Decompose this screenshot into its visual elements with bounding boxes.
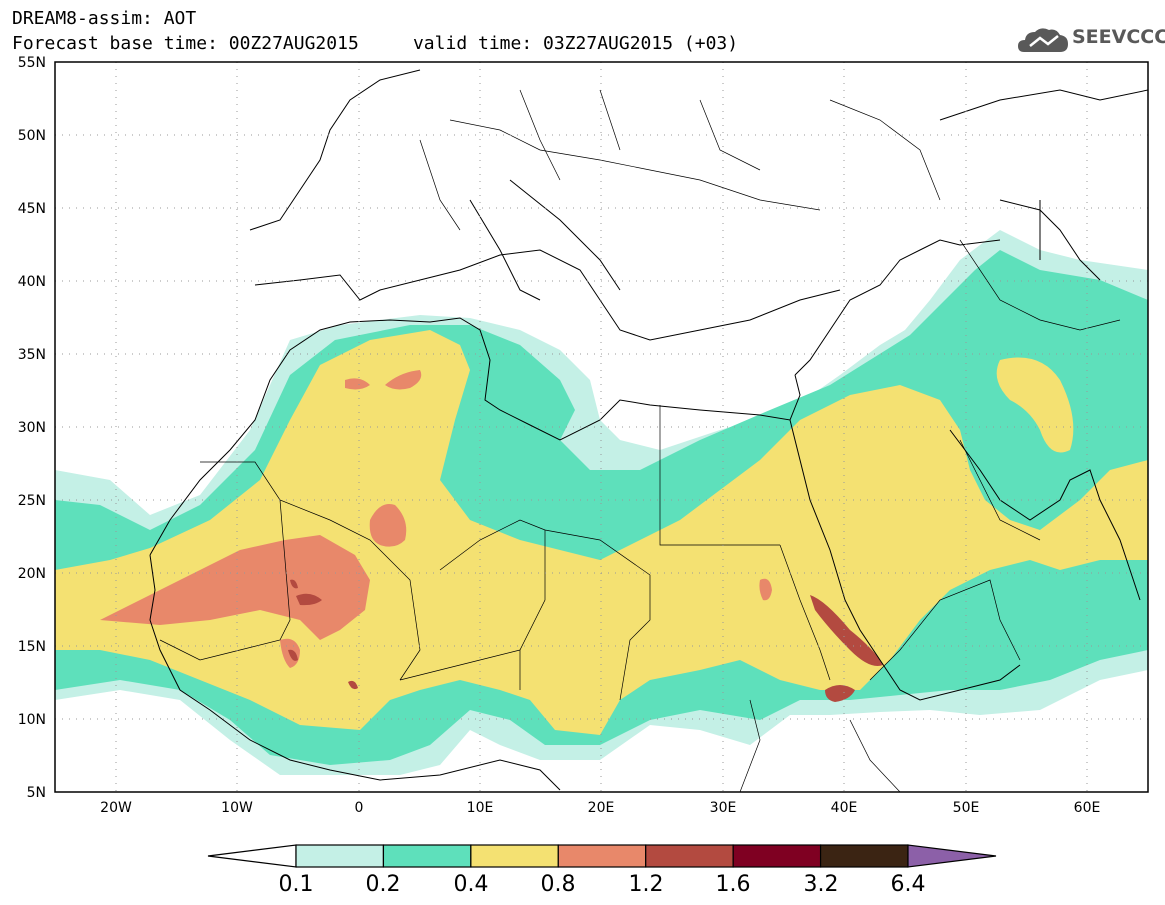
colorbar-box <box>557 844 647 868</box>
aot-band-0.8-d <box>759 578 772 601</box>
borders <box>159 89 1121 792</box>
colorbar-label: 3.2 <box>804 872 839 897</box>
colorbar-box <box>470 844 559 868</box>
colorbar: 0.1 0.2 0.4 0.8 1.2 1.6 3.2 6.4 <box>207 844 997 897</box>
colorbar-max-arrow <box>907 844 997 868</box>
lat-tick: 25N <box>18 493 46 509</box>
colorbar-label: 0.2 <box>366 872 401 897</box>
lon-tick: 30E <box>710 800 737 816</box>
lat-tick: 5N <box>27 785 46 801</box>
aot-band-1.2-c <box>288 579 322 661</box>
colorbar-label: 0.8 <box>541 872 576 897</box>
map-title: DREAM8-assim: AOT <box>12 8 197 29</box>
aot-band-0.8 <box>100 535 370 640</box>
lon-tick: 20W <box>100 800 132 816</box>
lon-tick: 40E <box>831 800 858 816</box>
aot-band-1.2-d <box>348 680 358 690</box>
aot-contours <box>55 62 1148 792</box>
lat-tick: 40N <box>18 274 46 290</box>
lat-tick: 45N <box>18 201 46 217</box>
lon-axis: 20W 10W 0 10E 20E 30E 40E 50E 60E <box>100 800 1100 816</box>
logo-text: SEEVCCC <box>1072 26 1165 48</box>
colorbar-label: 0.1 <box>279 872 314 897</box>
lon-tick: 50E <box>953 800 980 816</box>
lon-tick: 10E <box>467 800 494 816</box>
colorbar-box <box>295 844 385 868</box>
lat-tick: 35N <box>18 347 46 363</box>
graticule <box>55 62 1148 792</box>
lat-axis: 55N 50N 45N 40N 35N 30N 25N 20N 15N 10N … <box>18 55 46 801</box>
colorbar-min-arrow <box>207 844 297 868</box>
cloud-icon <box>1018 28 1068 52</box>
aot-band-0.4-east <box>996 357 1074 453</box>
lat-tick: 30N <box>18 420 46 436</box>
colorbar-label: 1.2 <box>629 872 664 897</box>
aot-band-0.8-c <box>345 370 422 390</box>
forecast-times: Forecast base time: 00Z27AUG2015 valid t… <box>12 33 739 54</box>
colorbar-label: 1.6 <box>716 872 751 897</box>
lon-tick: 60E <box>1074 800 1101 816</box>
colorbar-label: 0.4 <box>454 872 489 897</box>
lon-tick: 20E <box>588 800 615 816</box>
aot-band-0.8-b <box>369 504 407 547</box>
coastlines <box>149 69 1148 791</box>
aot-band-1.2 <box>810 595 883 666</box>
plot-frame <box>54 61 1149 793</box>
aot-band-1.2-b <box>825 685 855 702</box>
colorbar-box <box>645 844 734 868</box>
colorbar-label: 6.4 <box>891 872 926 897</box>
lat-tick: 55N <box>18 55 46 71</box>
lon-tick: 0 <box>355 800 364 816</box>
lat-tick: 15N <box>18 639 46 655</box>
colorbar-box <box>819 844 909 868</box>
lat-tick: 20N <box>18 566 46 582</box>
lat-tick: 50N <box>18 128 46 144</box>
colorbar-box <box>382 844 472 868</box>
lat-tick: 10N <box>18 712 46 728</box>
lon-tick: 10W <box>221 800 253 816</box>
colorbar-box <box>732 844 822 868</box>
